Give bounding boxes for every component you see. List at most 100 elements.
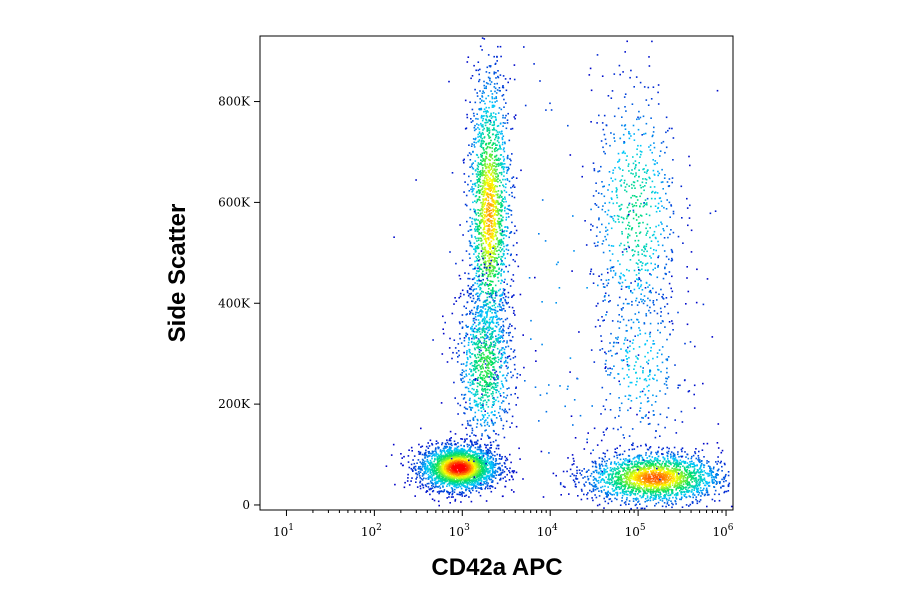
data-point xyxy=(483,137,486,139)
data-point xyxy=(486,250,488,253)
data-point xyxy=(477,140,480,143)
data-point xyxy=(464,482,466,484)
data-point xyxy=(423,454,426,456)
data-point xyxy=(506,459,509,461)
data-point xyxy=(488,120,490,122)
data-point xyxy=(502,427,504,430)
data-point xyxy=(502,262,505,265)
data-point xyxy=(508,355,511,357)
data-point xyxy=(474,182,477,185)
data-point xyxy=(464,463,466,466)
data-point xyxy=(462,465,464,468)
data-point xyxy=(470,370,473,373)
data-point xyxy=(432,485,435,488)
data-point xyxy=(506,169,509,171)
data-point xyxy=(505,359,507,362)
data-point xyxy=(489,283,491,285)
data-point xyxy=(503,210,506,212)
data-point xyxy=(467,449,470,452)
data-point xyxy=(422,486,425,489)
data-point xyxy=(444,468,446,471)
data-point xyxy=(434,479,437,481)
data-point xyxy=(482,337,485,339)
data-point xyxy=(463,452,465,455)
data-point xyxy=(477,285,480,288)
data-point xyxy=(505,235,508,237)
data-point xyxy=(499,305,501,308)
data-point xyxy=(479,90,481,92)
data-point xyxy=(448,450,450,453)
data-point xyxy=(476,453,479,455)
data-point xyxy=(480,240,482,242)
data-point xyxy=(443,457,446,459)
data-point xyxy=(417,471,420,473)
data-point xyxy=(485,177,488,179)
data-point xyxy=(419,471,422,473)
data-point xyxy=(488,325,490,328)
data-point xyxy=(468,350,471,353)
data-point xyxy=(444,454,446,456)
data-point xyxy=(506,473,508,476)
data-point xyxy=(472,193,475,196)
data-point xyxy=(475,400,478,403)
data-point xyxy=(479,347,482,349)
data-point xyxy=(495,193,497,196)
data-point xyxy=(494,201,496,203)
data-point xyxy=(462,159,465,162)
data-point xyxy=(465,332,468,335)
data-points xyxy=(385,37,733,510)
data-point xyxy=(489,436,491,439)
data-point xyxy=(494,179,496,181)
data-point xyxy=(499,242,502,245)
data-point xyxy=(504,198,506,200)
data-point xyxy=(482,274,484,276)
data-point xyxy=(480,243,483,245)
data-point xyxy=(453,448,456,451)
data-point xyxy=(491,182,493,185)
data-point xyxy=(488,180,491,183)
data-point xyxy=(459,494,462,496)
data-point xyxy=(496,200,499,202)
data-point xyxy=(500,108,503,111)
data-point xyxy=(512,478,514,481)
data-point xyxy=(494,134,497,136)
data-point xyxy=(492,246,494,248)
data-point xyxy=(494,292,497,294)
data-point xyxy=(483,199,485,201)
data-point xyxy=(435,485,437,487)
data-point xyxy=(453,476,455,479)
data-point xyxy=(486,456,489,459)
data-point xyxy=(463,173,466,175)
data-point xyxy=(471,442,473,444)
data-point xyxy=(494,357,496,360)
data-point xyxy=(482,404,484,406)
data-point xyxy=(488,275,490,278)
data-point xyxy=(464,393,467,396)
data-point xyxy=(483,108,486,110)
data-point xyxy=(505,410,507,412)
data-point xyxy=(462,471,465,474)
data-point xyxy=(485,333,487,336)
data-point xyxy=(481,456,483,459)
data-point xyxy=(494,258,496,261)
data-point xyxy=(463,345,466,348)
data-point xyxy=(474,461,476,464)
data-point xyxy=(461,448,464,451)
data-point xyxy=(494,222,496,224)
data-point xyxy=(499,295,502,297)
data-point xyxy=(475,117,477,120)
data-point xyxy=(508,408,511,411)
data-point xyxy=(493,73,495,75)
data-point xyxy=(500,192,503,194)
data-point xyxy=(460,448,463,450)
data-point xyxy=(485,71,488,73)
data-point xyxy=(469,446,472,449)
data-point xyxy=(495,199,498,202)
data-point xyxy=(497,272,500,275)
data-point xyxy=(455,447,457,450)
data-point xyxy=(481,470,483,473)
data-point xyxy=(477,61,480,63)
data-point xyxy=(469,402,471,405)
data-point xyxy=(474,228,476,230)
data-point xyxy=(480,117,483,119)
